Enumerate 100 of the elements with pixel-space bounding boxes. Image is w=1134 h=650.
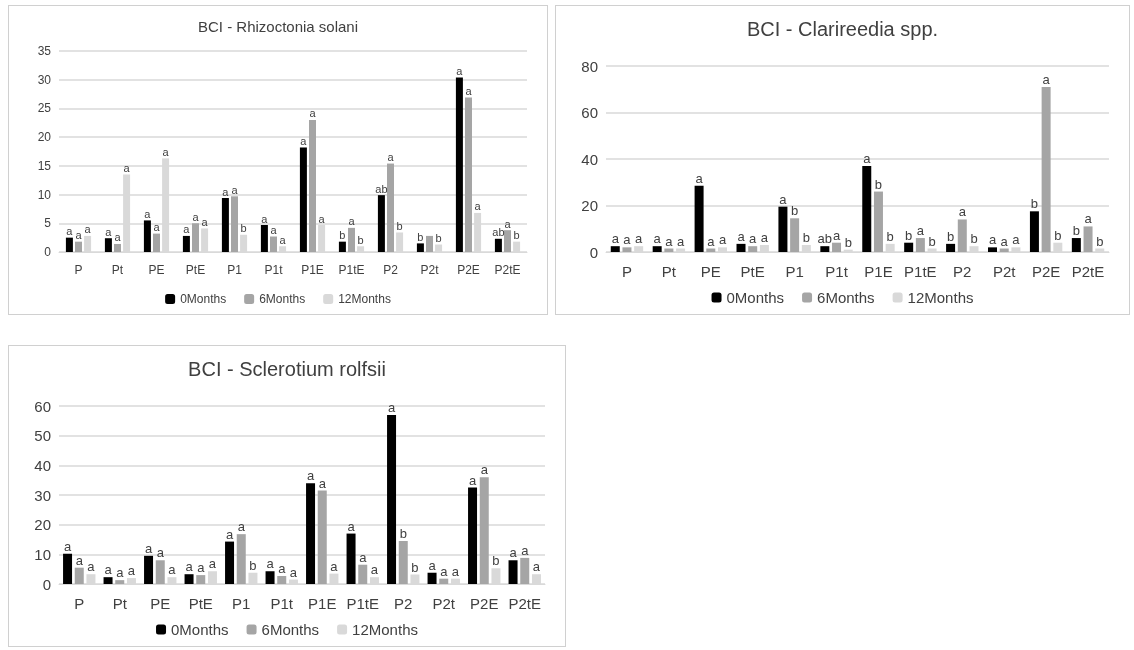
data-label: a xyxy=(237,519,246,535)
bar xyxy=(862,165,872,252)
data-label: a xyxy=(988,232,997,248)
data-label: a xyxy=(231,183,239,196)
bar xyxy=(144,555,154,584)
legend-label: 0Months xyxy=(171,621,229,638)
data-label: b xyxy=(411,559,419,575)
data-label: a xyxy=(707,233,716,249)
bar xyxy=(155,560,165,584)
bar xyxy=(103,577,113,584)
data-label: a xyxy=(521,542,530,558)
data-label: a xyxy=(440,563,449,579)
bar xyxy=(221,198,229,252)
x-tick-label: P2tE xyxy=(508,595,542,612)
bar xyxy=(387,163,394,252)
bar xyxy=(75,241,82,252)
bar xyxy=(299,147,307,252)
bar xyxy=(115,580,125,584)
bar xyxy=(317,490,327,584)
data-label: a xyxy=(75,229,83,242)
data-label: a xyxy=(127,563,136,579)
data-label: b xyxy=(1096,233,1104,249)
x-tick-label: P1E xyxy=(308,595,337,612)
y-tick-label: 0 xyxy=(589,243,598,261)
bar xyxy=(260,225,268,252)
data-label: a xyxy=(348,215,356,228)
data-label: a xyxy=(1042,71,1051,87)
y-tick-label: 35 xyxy=(37,44,52,58)
bar xyxy=(182,235,190,252)
x-tick-label: P2E xyxy=(470,595,499,612)
data-label: a xyxy=(465,85,473,98)
x-tick-label: P1tE xyxy=(904,263,937,280)
data-label: a xyxy=(114,231,122,244)
data-label: a xyxy=(156,545,165,561)
x-tick-label: P2 xyxy=(394,595,413,612)
bar xyxy=(479,477,489,584)
x-tick-label: Pt xyxy=(661,263,677,280)
y-tick-label: 5 xyxy=(44,216,52,231)
y-tick-label: 60 xyxy=(581,104,598,121)
x-tick-label: P1 xyxy=(785,263,804,280)
x-tick-label: P xyxy=(621,263,632,280)
x-tick-label: P1 xyxy=(227,263,243,277)
bar xyxy=(622,247,632,252)
data-label: a xyxy=(468,472,477,488)
bar xyxy=(455,77,463,252)
data-label: a xyxy=(1084,211,1093,227)
bar xyxy=(873,191,883,252)
bar xyxy=(196,575,206,584)
x-tick-label: P1 xyxy=(232,595,251,612)
data-label: b xyxy=(886,228,894,244)
data-label: a xyxy=(832,227,841,243)
data-label: b xyxy=(844,234,852,250)
y-tick-label: 25 xyxy=(37,101,52,116)
x-tick-label: PE xyxy=(148,263,165,277)
data-label: b xyxy=(802,230,810,246)
data-label: a xyxy=(611,231,620,247)
bar xyxy=(277,575,287,584)
data-label: ab xyxy=(817,231,833,247)
bar xyxy=(1029,211,1039,252)
y-tick-label: 30 xyxy=(34,486,51,504)
bar xyxy=(504,230,511,252)
bar xyxy=(736,243,746,252)
data-label: a xyxy=(474,200,482,213)
data-label: b xyxy=(513,229,520,242)
data-label: b xyxy=(249,557,257,573)
data-label: a xyxy=(958,204,967,220)
bar xyxy=(1041,86,1051,252)
data-label: a xyxy=(387,399,396,415)
x-tick-label: P xyxy=(74,595,85,612)
x-tick-label: P1E xyxy=(301,263,324,277)
x-tick-label: P1t xyxy=(264,263,284,277)
data-label: a xyxy=(225,526,234,542)
data-label: b xyxy=(357,233,364,246)
bar xyxy=(988,247,998,252)
legend-label: 12Months xyxy=(352,621,418,638)
data-label: a xyxy=(737,228,746,244)
y-tick-label: 20 xyxy=(34,516,51,534)
data-label: a xyxy=(387,151,395,164)
x-tick-label: P1E xyxy=(864,263,893,280)
data-label: a xyxy=(318,212,326,225)
bar xyxy=(416,243,424,252)
legend-label: 6Months xyxy=(817,289,875,306)
x-tick-label: Pt xyxy=(112,595,128,612)
x-tick-label: P1tE xyxy=(338,263,365,277)
data-label: b xyxy=(492,553,500,569)
x-tick-label: P2t xyxy=(432,595,456,612)
bar xyxy=(309,119,316,252)
data-label: a xyxy=(504,217,512,230)
bar xyxy=(306,483,316,584)
x-tick-label: PtE xyxy=(188,595,213,612)
bar xyxy=(270,236,277,252)
bar xyxy=(231,196,238,252)
bar xyxy=(610,246,620,252)
data-label: a xyxy=(192,210,200,223)
bar xyxy=(387,414,397,584)
data-label: a xyxy=(300,134,308,147)
bar xyxy=(904,242,914,252)
data-label: a xyxy=(451,563,460,579)
bar xyxy=(398,540,408,584)
data-label: a xyxy=(144,207,152,220)
